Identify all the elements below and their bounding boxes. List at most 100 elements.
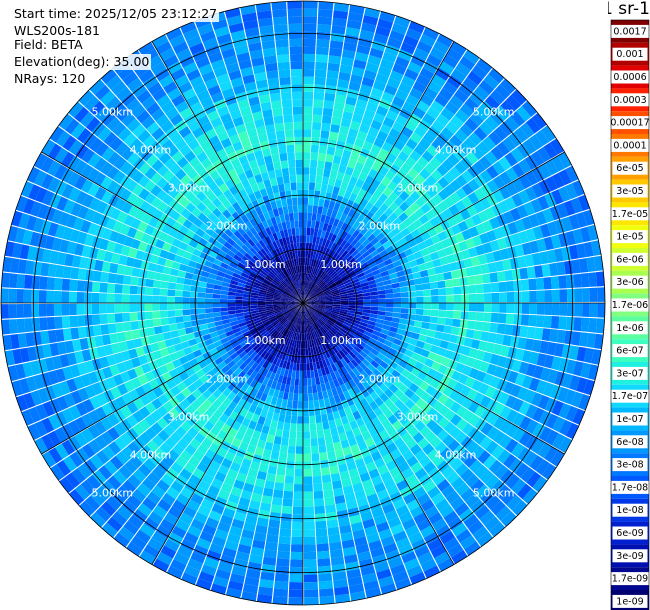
range-gate <box>332 109 344 119</box>
ray <box>303 15 411 303</box>
range-gate <box>355 178 365 189</box>
range-gate <box>338 71 351 82</box>
range-gate <box>438 303 447 310</box>
range-gate <box>318 1 334 11</box>
range-gate <box>363 69 377 81</box>
range-gate <box>318 303 326 306</box>
range-gate <box>370 249 379 258</box>
range-gate <box>406 223 417 233</box>
range-gate <box>393 297 402 303</box>
range-gate <box>361 181 371 192</box>
range-gate <box>474 274 484 285</box>
range-gate <box>461 294 470 303</box>
range-gate <box>334 94 347 104</box>
range-gate <box>458 83 474 97</box>
range-gate <box>325 298 333 301</box>
range-gate <box>329 170 338 179</box>
range-gate <box>421 276 430 284</box>
range-gate <box>472 235 483 247</box>
range-gate <box>378 266 388 273</box>
range-gate <box>565 183 578 200</box>
range-gate <box>348 218 357 227</box>
range-gate <box>509 257 520 270</box>
range-gate <box>340 197 349 207</box>
range-gate <box>311 284 317 291</box>
range-gate <box>438 87 454 101</box>
range-gate <box>325 85 337 95</box>
range-gate <box>382 240 392 250</box>
range-gate <box>473 126 488 141</box>
range-gate <box>324 295 333 299</box>
range-gate <box>370 119 383 131</box>
range-gate <box>468 303 477 312</box>
range-gate <box>419 214 430 225</box>
range-gate <box>384 284 393 290</box>
range-gate <box>454 232 465 243</box>
range-gate <box>340 295 348 299</box>
range-gate <box>322 286 330 292</box>
range-gate <box>368 94 381 106</box>
range-gate <box>362 288 371 294</box>
range-gate <box>362 292 371 297</box>
range-gate <box>314 76 326 86</box>
range-gate <box>423 309 432 316</box>
range-gate <box>468 284 477 294</box>
range-gate <box>338 286 346 292</box>
range-gate <box>535 277 545 290</box>
range-gate <box>304 272 306 281</box>
range-gate <box>361 76 375 88</box>
range-gate <box>476 303 485 312</box>
range-gate <box>429 157 442 169</box>
range-gate <box>392 217 403 227</box>
range-gate <box>399 256 409 265</box>
range-gate <box>310 298 318 301</box>
range-gate <box>313 228 319 237</box>
range-gate <box>511 268 521 281</box>
ray <box>303 4 365 303</box>
range-gate <box>436 33 453 48</box>
range-gate <box>312 122 322 131</box>
range-gate <box>468 226 479 238</box>
range-gate <box>449 134 463 148</box>
range-gate <box>327 138 337 148</box>
range-gate <box>340 180 349 191</box>
range-gate <box>364 158 375 169</box>
range-gate <box>544 290 553 303</box>
range-gate <box>392 96 406 108</box>
range-gate <box>342 206 351 216</box>
ray <box>303 138 564 303</box>
range-gate <box>343 42 357 52</box>
range-gate <box>403 35 419 48</box>
range-gate <box>308 292 315 298</box>
range-gate <box>336 140 346 150</box>
range-gate <box>505 182 518 196</box>
range-gate <box>303 167 310 175</box>
range-gate <box>404 185 415 196</box>
range-gate <box>349 192 358 202</box>
range-gate <box>307 290 313 298</box>
range-gate <box>486 229 497 242</box>
range-gate <box>303 144 311 153</box>
range-gate <box>353 241 362 250</box>
range-gate <box>372 253 382 262</box>
range-gate <box>479 232 490 244</box>
range-gate <box>319 282 327 289</box>
range-gate <box>325 266 332 274</box>
range-gate <box>312 114 322 123</box>
range-gate <box>467 178 480 192</box>
range-gate <box>323 274 330 282</box>
range-gate <box>468 132 482 146</box>
range-gate <box>446 303 454 311</box>
range-gate <box>536 238 547 252</box>
range-gate <box>353 284 362 290</box>
range-gate <box>326 184 334 194</box>
range-gate <box>361 116 373 127</box>
range-gate <box>344 233 352 242</box>
range-gate <box>305 257 308 266</box>
range-gate <box>310 144 319 153</box>
range-gate <box>316 244 322 253</box>
range-gate <box>391 23 408 35</box>
ray <box>303 209 595 303</box>
range-gate <box>310 297 318 301</box>
